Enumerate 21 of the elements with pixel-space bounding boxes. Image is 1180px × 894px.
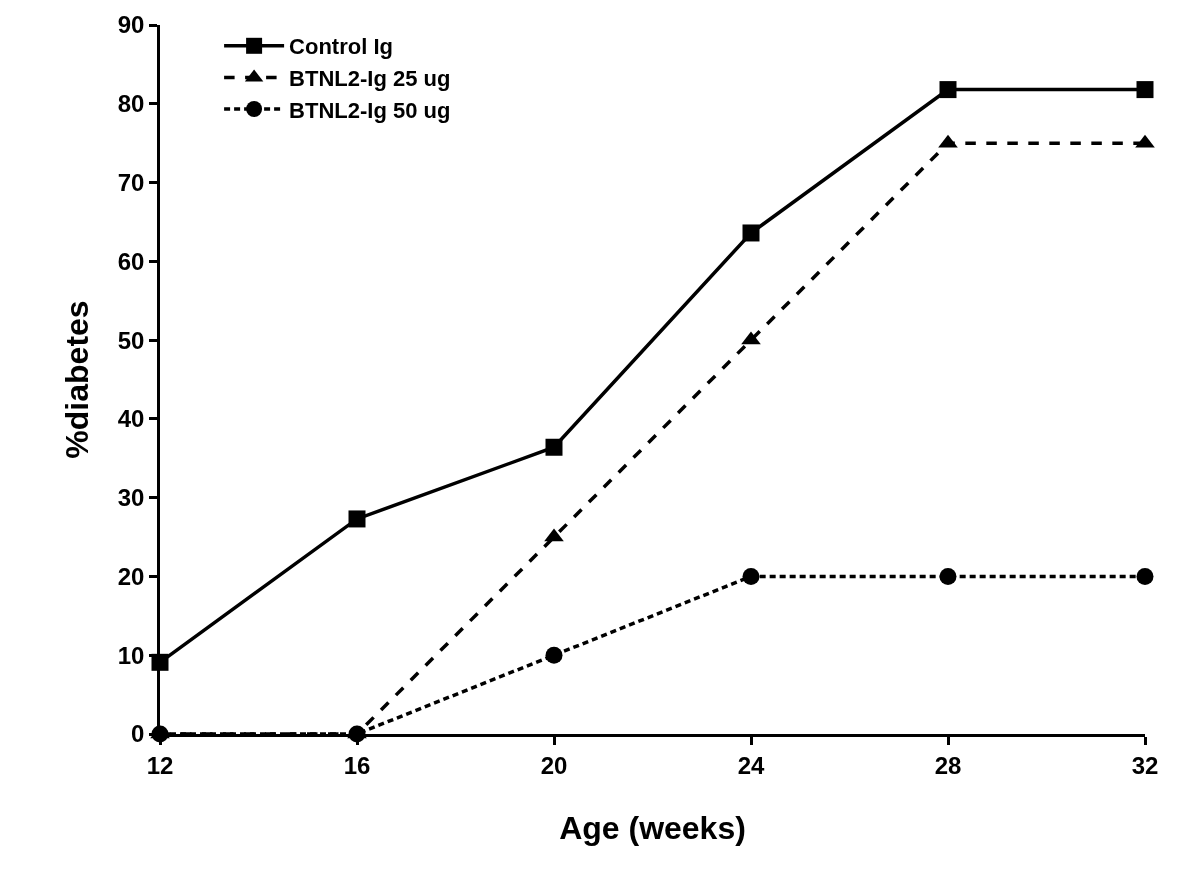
- x-tick-label: 16: [343, 751, 371, 779]
- y-tick-label: 70: [117, 168, 145, 196]
- y-tick-label: 60: [117, 247, 145, 275]
- y-tick-label: 0: [131, 720, 145, 748]
- x-tick-label: 20: [540, 751, 568, 779]
- y-tick-label: 30: [117, 484, 145, 512]
- y-tick-label: 20: [117, 562, 145, 590]
- y-tick-label: 50: [117, 326, 145, 354]
- legend-label: BTNL2-Ig 25 ug: [289, 65, 451, 91]
- y-tick-label: 40: [117, 405, 145, 433]
- x-tick-label: 12: [146, 751, 174, 779]
- y-axis-title: %diabetes: [59, 300, 96, 459]
- y-tick-label: 90: [117, 11, 145, 39]
- x-tick-label: 28: [934, 751, 962, 779]
- y-tick-label: 80: [117, 90, 145, 118]
- x-axis-title: Age (weeks): [559, 810, 746, 847]
- legend-label: Control Ig: [289, 34, 393, 60]
- x-tick-label: 32: [1131, 751, 1159, 779]
- y-tick-label: 10: [117, 641, 145, 669]
- x-tick-label: 24: [737, 751, 765, 779]
- legend-label: BTNL2-Ig 50 ug: [289, 97, 451, 123]
